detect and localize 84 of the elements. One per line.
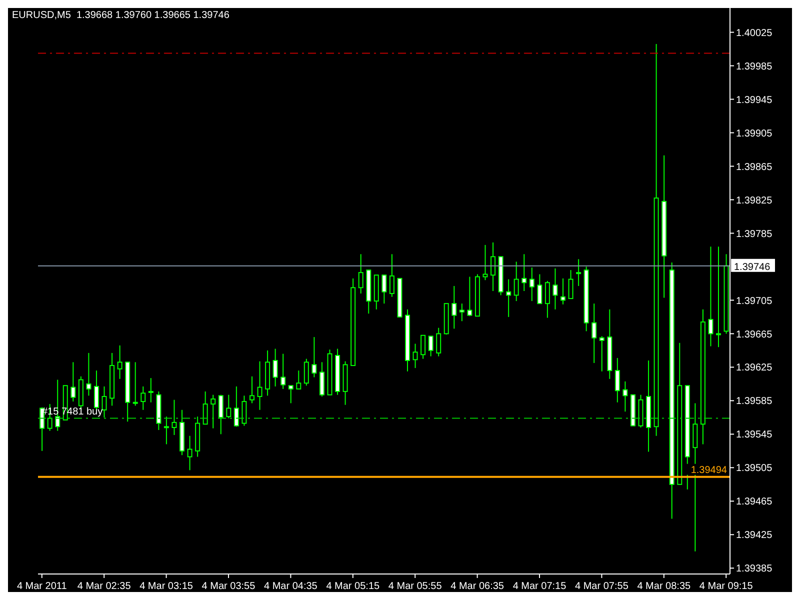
x-tick-label: 4 Mar 07:15 [512,581,567,592]
y-tick-label: 1.39545 [736,430,773,441]
candlestick [249,376,254,404]
candlestick [568,270,574,300]
y-tick-label: 1.39985 [736,61,773,72]
candlestick [210,394,216,429]
y-tick-label: 1.39505 [736,463,773,474]
candlestick [708,246,714,347]
candlestick [592,303,597,364]
candlestick [140,386,146,410]
candlestick [382,274,387,304]
candlestick [319,362,324,397]
candlestick [459,303,464,322]
y-tick-label: 1.39825 [736,195,773,206]
candlestick [420,334,426,360]
candlestick [117,344,122,380]
candlestick [272,348,278,387]
candlestick [304,358,309,386]
y-tick-label: 1.39705 [736,296,773,307]
candlestick [522,254,527,292]
candlestick [172,399,177,436]
candlestick [506,278,512,318]
candlestick [218,394,224,435]
candlestick [452,285,457,330]
y-tick-label: 1.39865 [736,162,773,173]
x-tick-label: 4 Mar 03:15 [140,581,194,592]
candlestick [552,268,558,310]
candlestick [389,254,394,298]
candlestick [187,435,192,471]
candlestick [482,244,488,281]
candlestick [412,343,418,369]
x-tick-label: 4 Mar 02:35 [77,581,132,592]
candlestick [226,394,232,419]
candlestick [614,357,620,403]
y-tick-label: 1.39785 [736,228,773,240]
candlestick [312,336,317,378]
candlestick [148,378,154,403]
x-tick-label: 4 Mar 08:35 [637,581,692,592]
y-tick-label: 1.39945 [736,94,773,106]
candlestick [544,280,550,318]
candlestick [436,327,442,357]
x-tick-label: 4 Mar 04:35 [264,581,318,592]
candlestick [234,386,239,428]
candlestick [242,395,247,426]
y-tick-label: 1.39585 [736,396,773,408]
ref-line-label: 1.39494 [690,464,728,476]
candlestick [490,242,496,292]
x-tick-label: 4 Mar 05:55 [388,581,442,592]
candlestick [560,278,566,305]
x-tick-label: 4 Mar 2011 [16,581,68,592]
candlestick [716,246,722,348]
candlestick [358,254,364,294]
y-tick-label: 1.39385 [736,564,773,575]
candlestick [529,267,534,302]
ref-line-label: 1.39746 [734,262,771,273]
x-tick-label: 4 Mar 05:15 [326,581,380,592]
candlestick [296,370,302,390]
y-tick-label: 1.39465 [736,496,773,508]
candlestick [599,336,604,372]
x-tick-label: 4 Mar 06:35 [450,581,504,592]
candlestick [280,353,286,390]
candlestick [428,336,434,357]
candlestick [288,385,294,404]
candlestick [576,258,582,286]
candlestick [86,352,92,396]
candlestick [202,390,208,425]
y-tick-label: 1.39905 [736,128,773,140]
candlestick [622,380,628,412]
candlestick [164,416,169,445]
chart-title: EURUSD,M5 1.39668 1.39760 1.39665 1.39746 [12,10,230,21]
y-tick-label: 1.39425 [736,530,773,542]
candlestick [537,274,542,304]
candlestick [514,261,519,302]
x-tick-label: 4 Mar 03:55 [202,581,256,592]
y-tick-label: 1.39625 [736,362,773,374]
candlestick [70,362,76,402]
candlestick [467,276,472,317]
candlestick [257,360,262,410]
x-tick-label: 4 Mar 07:55 [575,581,629,592]
y-tick-label: 1.39665 [736,329,773,340]
y-tick-label: 1.40025 [736,28,773,39]
candlestick [102,386,107,418]
candlestick [132,362,138,406]
x-tick-label: 4 Mar 09:15 [699,581,754,592]
